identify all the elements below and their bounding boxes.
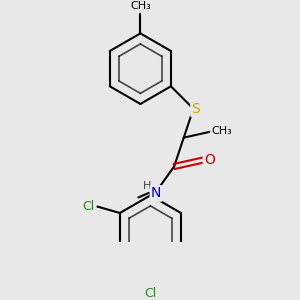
Text: S: S — [192, 102, 200, 116]
Text: Cl: Cl — [82, 200, 94, 213]
Text: N: N — [151, 186, 161, 200]
Text: O: O — [204, 153, 215, 167]
Text: CH₃: CH₃ — [211, 126, 232, 136]
Text: Cl: Cl — [144, 287, 157, 300]
Text: H: H — [143, 181, 152, 191]
Text: CH₃: CH₃ — [130, 2, 151, 11]
